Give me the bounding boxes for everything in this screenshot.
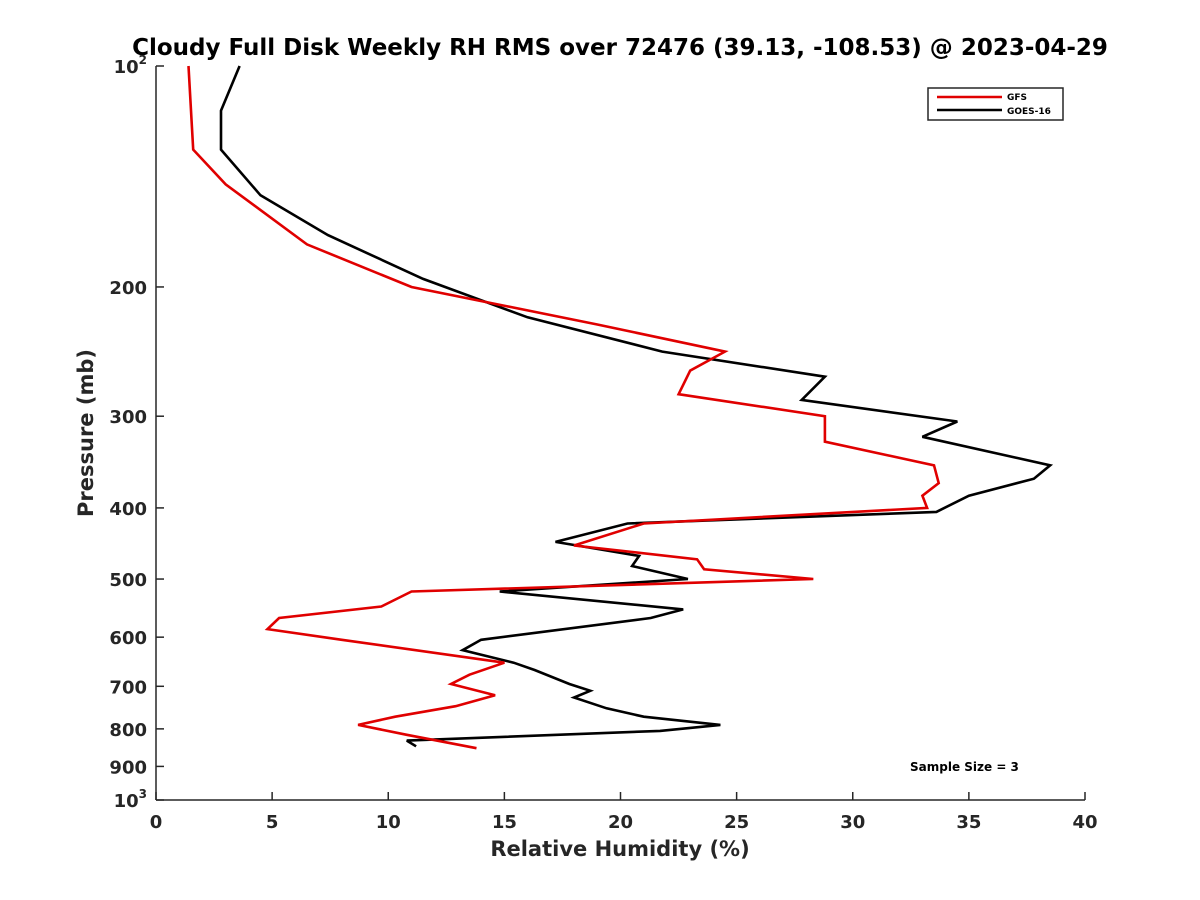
y-tick-label: 400 xyxy=(109,499,147,520)
y-tick-label: 103 xyxy=(114,787,147,812)
x-ticks: 0 5 10 15 20 25 30 35 40 xyxy=(150,792,1098,833)
series-line-gfs xyxy=(187,65,941,750)
series-line-goes16 xyxy=(219,65,1054,748)
legend-box xyxy=(927,87,1064,121)
y-tick-base: 10 xyxy=(114,791,139,812)
y-tick-exponent: 3 xyxy=(139,787,147,801)
y-tick-base: 200 xyxy=(109,278,147,299)
legend-label-goes16: GOES-16 xyxy=(1007,107,1051,117)
y-tick-label: 200 xyxy=(109,278,147,299)
y-tick-base: 400 xyxy=(109,499,147,520)
y-tick-label: 800 xyxy=(109,720,147,741)
y-tick-base: 800 xyxy=(109,720,147,741)
y-tick-base: 600 xyxy=(109,628,147,649)
y-tick-label: 600 xyxy=(109,628,147,649)
plot-area xyxy=(156,66,1085,800)
legend: GFS GOES-16 xyxy=(927,87,1064,121)
y-tick-label: 900 xyxy=(109,757,147,778)
y-tick-exponent: 2 xyxy=(139,53,147,67)
x-tick-label: 20 xyxy=(608,812,633,833)
y-tick-label: 300 xyxy=(109,407,147,428)
chart-title: Cloudy Full Disk Weekly RH RMS over 7247… xyxy=(132,35,1108,61)
y-tick-base: 10 xyxy=(114,57,139,78)
x-tick-label: 40 xyxy=(1072,812,1097,833)
y-tick-base: 300 xyxy=(109,407,147,428)
x-tick-label: 25 xyxy=(724,812,749,833)
x-tick-label: 30 xyxy=(840,812,865,833)
x-tick-label: 10 xyxy=(376,812,401,833)
y-tick-label: 700 xyxy=(109,677,147,698)
x-tick-label: 15 xyxy=(492,812,517,833)
x-tick-label: 5 xyxy=(266,812,279,833)
x-axis-label: Relative Humidity (%) xyxy=(490,837,749,861)
y-tick-label: 102 xyxy=(114,53,147,78)
y-tick-label: 500 xyxy=(109,570,147,591)
x-tick-label: 0 xyxy=(150,812,163,833)
y-axis-label: Pressure (mb) xyxy=(74,349,98,517)
y-tick-base: 500 xyxy=(109,570,147,591)
y-tick-base: 900 xyxy=(109,757,147,778)
series-layer xyxy=(187,65,1054,750)
legend-label-gfs: GFS xyxy=(1007,93,1027,103)
sample-size-annotation: Sample Size = 3 xyxy=(910,760,1019,774)
y-tick-base: 700 xyxy=(109,677,147,698)
x-tick-label: 35 xyxy=(956,812,981,833)
